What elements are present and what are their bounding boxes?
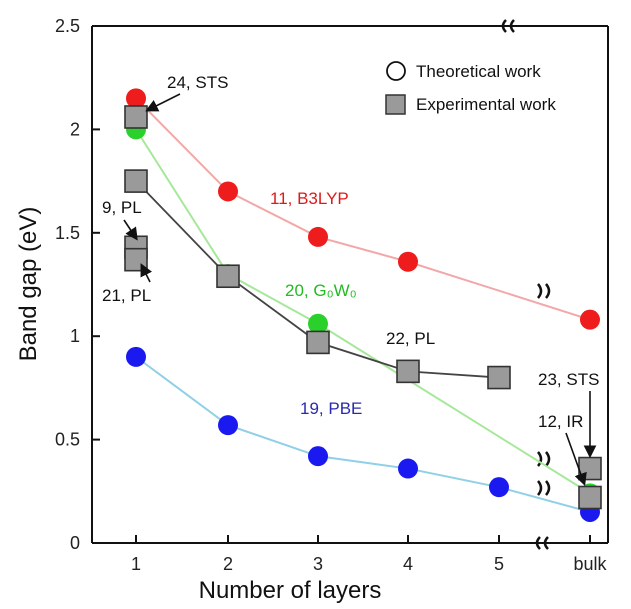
data-point-square (125, 170, 147, 192)
data-point-square (307, 331, 329, 353)
data-point-square (579, 487, 601, 509)
annotation-21-pl: 21, PL (102, 286, 151, 305)
x-tick-label: 2 (223, 554, 233, 574)
x-tick-label: 3 (313, 554, 323, 574)
y-tick-label: 0.5 (55, 430, 80, 450)
annotation-19-pbe: 19, PBE (300, 399, 362, 418)
annotation-24-sts: 24, STS (167, 73, 228, 92)
legend: Theoretical work Experimental work (386, 62, 556, 114)
data-point-circle (580, 310, 600, 330)
data-point-circle (126, 347, 146, 367)
data-point-circle (308, 227, 328, 247)
x-tick-label: 4 (403, 554, 413, 574)
annotation-11-b3lyp: 11, B3LYP (270, 189, 349, 208)
data-point-square (397, 360, 419, 382)
x-tick-label: 1 (131, 554, 141, 574)
annotation-12-ir: 12, IR (538, 412, 583, 431)
x-tick-label: 5 (494, 554, 504, 574)
annotation-9-pl: 9, PL (102, 198, 142, 217)
series-lines (136, 98, 590, 512)
legend-label-theoretical: Theoretical work (416, 62, 541, 81)
series-line-0 (136, 98, 590, 319)
y-tick-label: 0 (70, 533, 80, 553)
annotation-23-sts: 23, STS (538, 370, 599, 389)
b3lyp-break-icon (538, 284, 549, 298)
y-tick-label: 2.5 (55, 16, 80, 36)
y-tick-label: 1 (70, 326, 80, 346)
y-axis-label: Band gap (eV) (15, 207, 42, 362)
legend-label-experimental: Experimental work (416, 95, 556, 114)
data-point-circle (398, 459, 418, 479)
series-line-2 (136, 357, 590, 512)
x-axis-label: Number of layers (199, 577, 382, 604)
legend-circle-icon (387, 62, 405, 80)
annotations: 24, STS 9, PL 21, PL 11, B3LYP 20, G₀W₀ … (102, 73, 599, 483)
y-ticks: 0 0.5 1 1.5 2 2.5 (55, 16, 100, 553)
series-markers (125, 88, 601, 522)
legend-square-icon (386, 95, 405, 114)
data-point-square (125, 106, 147, 128)
data-point-circle (218, 181, 238, 201)
pbe-break-icon (538, 481, 549, 495)
x-tick-label: bulk (573, 554, 607, 574)
annotation-20-g0w0: 20, G₀W₀ (285, 281, 357, 300)
series-line-1 (136, 129, 590, 493)
data-point-circle (308, 446, 328, 466)
y-tick-label: 2 (70, 119, 80, 139)
data-point-circle (218, 415, 238, 435)
data-point-square (125, 249, 147, 271)
annotation-22-pl: 22, PL (386, 329, 435, 348)
data-point-circle (489, 477, 509, 497)
data-point-circle (398, 252, 418, 272)
annotation-9-pl-arrow (124, 220, 136, 238)
data-point-square (488, 367, 510, 389)
y-tick-label: 1.5 (55, 223, 80, 243)
annotation-24-sts-arrow (148, 94, 180, 110)
data-point-square (217, 265, 239, 287)
